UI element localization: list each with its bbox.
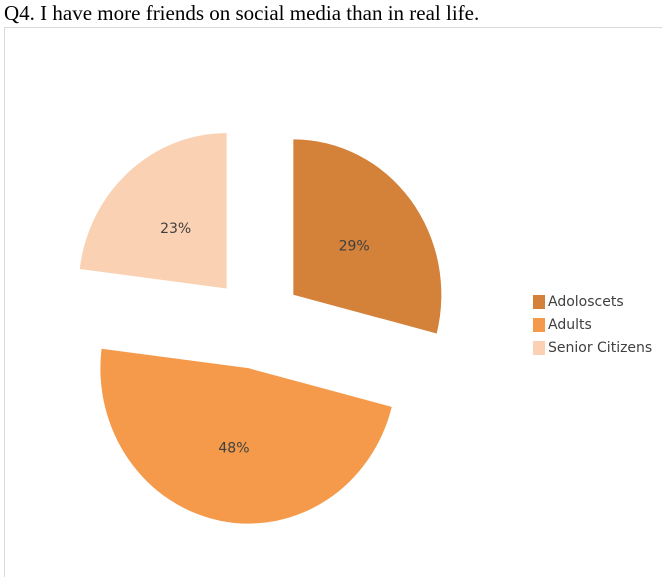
legend-label: Senior Citizens <box>548 339 653 356</box>
legend-swatch <box>533 340 545 355</box>
legend-swatch <box>533 294 545 309</box>
legend-item-adoloscets: Adoloscets <box>533 290 652 313</box>
legend-swatch <box>533 317 545 332</box>
legend-label: Adults <box>548 316 592 333</box>
legend: Adoloscets Adults Senior Citizens <box>533 290 652 359</box>
data-label: 29% <box>339 238 370 254</box>
legend-label: Adoloscets <box>548 293 624 310</box>
data-label: 48% <box>218 441 249 457</box>
slice-senior-citizens <box>79 133 227 289</box>
legend-item-senior-citizens: Senior Citizens <box>533 336 652 359</box>
slice-adoloscets <box>293 139 442 334</box>
legend-item-adults: Adults <box>533 313 652 336</box>
slice-adults <box>100 348 392 524</box>
chart-frame <box>4 27 662 577</box>
data-label: 23% <box>160 221 191 237</box>
question-text: Q4. I have more friends on social media … <box>4 1 480 25</box>
